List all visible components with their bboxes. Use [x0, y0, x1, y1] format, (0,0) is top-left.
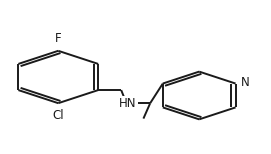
Text: N: N	[240, 76, 249, 89]
Text: Cl: Cl	[53, 109, 64, 122]
Text: HN: HN	[119, 97, 137, 110]
Text: F: F	[55, 32, 62, 45]
